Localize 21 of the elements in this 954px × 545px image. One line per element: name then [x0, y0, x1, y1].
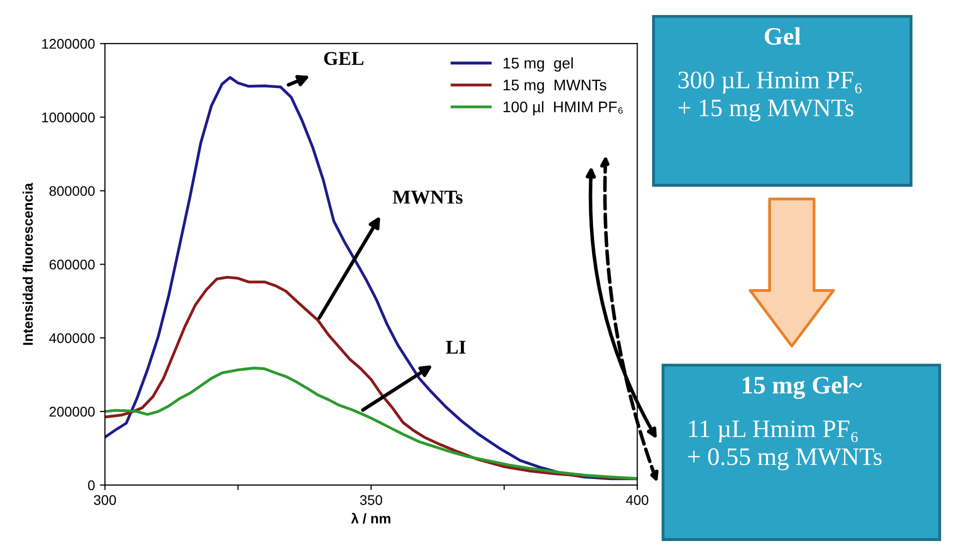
text: 15 mg Gel~ 11 µL Hmim PF₆ + 0.55 mg MWNTs: [688, 376, 882, 470]
y-tick-label: 0: [88, 480, 95, 490]
legend-label: 100 µl HMIM PF₆: [504, 101, 623, 116]
text: Gel 300 µL Hmim PF₆ + 15 mg MWNTs: [678, 27, 862, 122]
legend-label: 15 mg MWNTs: [504, 80, 606, 94]
x-axis-title: λ / nm: [351, 512, 390, 524]
annotation: GEL: [324, 52, 364, 66]
y-tick-label: 1000000: [42, 112, 95, 122]
y-tick-label: 600000: [50, 260, 95, 270]
annotation: LI: [446, 340, 466, 354]
annotation: MWNTs: [392, 190, 463, 204]
y-tick-label: 400000: [49, 333, 95, 344]
x-tick-label: 350: [360, 495, 382, 505]
legend-label: 15 mg gel: [504, 57, 573, 72]
y-axis-title: Intensidad fluorescencia: [22, 182, 33, 345]
x-tick-label: 300: [94, 495, 116, 505]
line-series: [104, 366, 638, 480]
y-tick-label: 1200000: [42, 38, 95, 49]
y-tick-label: 800000: [49, 186, 95, 196]
x-tick-label: 400: [626, 495, 648, 505]
y-tick-label: 200000: [50, 406, 95, 417]
